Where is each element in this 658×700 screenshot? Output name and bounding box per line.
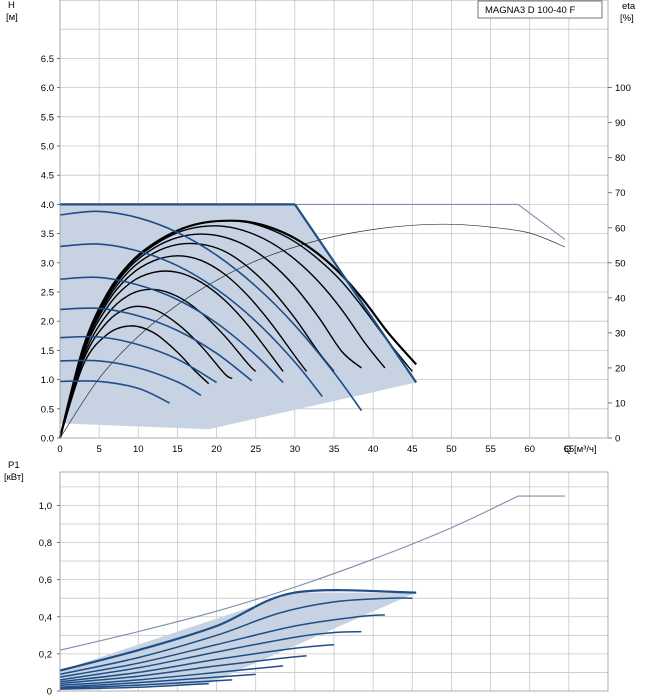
flow-tick-label: 35 <box>329 444 340 455</box>
efficiency-curve <box>59 288 257 439</box>
power-area <box>60 592 417 690</box>
efficiency-curve <box>59 255 308 439</box>
reference-power-curve <box>59 495 565 651</box>
flow-tick-label: 40 <box>368 444 379 455</box>
flow-axis-label: Q [м³/ч] <box>564 444 597 455</box>
flow-axis-ticks: 0 5 10 15 20 25 30 35 40 45 50 55 60 65 <box>57 444 574 455</box>
power-tick-label: 0,4 <box>39 612 52 623</box>
eta-tick-label: 60 <box>615 223 626 234</box>
head-curve <box>59 307 253 382</box>
flow-tick-label: 45 <box>407 444 418 455</box>
power-curve <box>59 682 209 690</box>
flow-tick-label: 60 <box>524 444 535 455</box>
flow-tick-label: 15 <box>172 444 183 455</box>
head-tick-label: 0.0 <box>41 434 54 445</box>
flow-tick-label: 5 <box>96 444 101 455</box>
efficiency-curve <box>59 305 233 439</box>
power-axis-label: P1 <box>8 460 20 471</box>
head-tick-label: 1.5 <box>41 346 54 357</box>
chart-title: MAGNA3 D 100-40 F <box>485 5 575 16</box>
power-tick-label: 0,8 <box>39 538 52 549</box>
power-curves <box>59 589 417 690</box>
power-curve <box>59 673 256 689</box>
head-curve <box>59 380 170 404</box>
head-tick-label: 6.5 <box>41 54 54 65</box>
reference-power-line <box>59 495 565 651</box>
head-tick-label: 0.5 <box>41 404 54 415</box>
power-curve <box>59 679 233 689</box>
head-curve <box>59 335 218 384</box>
eta-axis-ticks: 0 10 20 30 40 50 60 70 80 90 100 <box>608 83 631 445</box>
power-area-fill <box>60 592 417 690</box>
power-curve <box>59 614 385 678</box>
flow-tick-label: 0 <box>57 444 62 455</box>
power-curve <box>59 597 413 676</box>
title-box <box>477 0 603 19</box>
efficiency-curve <box>59 233 362 439</box>
power-plot-frame <box>59 471 609 692</box>
eta-tick-label: 100 <box>615 83 631 94</box>
head-axis-unit: [м] <box>6 12 18 23</box>
head-curves <box>59 203 418 412</box>
efficiency-curve <box>59 220 413 439</box>
flow-tick-label: 10 <box>133 444 144 455</box>
eta-tick-label: 0 <box>615 434 620 445</box>
power-curve <box>59 589 417 672</box>
power-curve <box>59 630 362 681</box>
head-tick-label: 5.5 <box>41 112 54 123</box>
eta-tick-label: 30 <box>615 328 626 339</box>
head-curve <box>59 276 284 384</box>
power-tick-label: 0,2 <box>39 649 52 660</box>
flow-tick-label: 50 <box>446 444 457 455</box>
power-tick-label: 0 <box>47 687 52 698</box>
power-axis-ticks: 0 0,2 0,4 0,6 0,8 1,0 <box>39 501 60 698</box>
eta-tick-label: 90 <box>615 118 626 129</box>
max-head-curve <box>293 203 418 384</box>
eta-tick-label: 50 <box>615 258 626 269</box>
power-curve <box>59 654 307 685</box>
head-curve <box>59 359 202 397</box>
flow-tick-label: 25 <box>250 444 261 455</box>
head-plot-frame <box>59 0 609 439</box>
power-tick-label: 0,6 <box>39 575 52 586</box>
head-axis-ticks: 0.0 0.5 1.0 1.5 2.0 2.5 3.0 3.5 4.0 4.5 5.0 5.5 6.0 6… <box>41 54 60 445</box>
eta-tick-label: 70 <box>615 188 626 199</box>
flow-tick-label: 65 <box>564 444 575 455</box>
eta-tick-label: 10 <box>615 398 626 409</box>
head-tick-label: 2.0 <box>41 317 54 328</box>
head-tick-label: 3.0 <box>41 258 54 269</box>
head-tick-label: 3.5 <box>41 229 54 240</box>
head-tick-label: 1.0 <box>41 375 54 386</box>
eta-axis-label: eta <box>622 1 636 12</box>
power-curve <box>59 643 335 683</box>
head-tick-label: 4.0 <box>41 200 54 211</box>
flow-tick-label: 20 <box>211 444 222 455</box>
flow-tick-label: 30 <box>290 444 301 455</box>
eta-axis-unit: [%] <box>620 13 634 24</box>
eta-tick-label: 40 <box>615 293 626 304</box>
head-curve <box>59 243 323 398</box>
power-axis-unit: [кВт] <box>4 472 24 483</box>
eta-tick-label: 20 <box>615 363 626 374</box>
head-efficiency-chart: 0.0 0.5 1.0 1.5 2.0 2.5 3.0 3.5 4.0 4.5 5.0 5.5 6.0 6… <box>6 0 636 455</box>
head-tick-label: 4.5 <box>41 171 54 182</box>
head-axis-label: H <box>8 0 15 11</box>
flow-tick-label: 55 <box>485 444 496 455</box>
efficiency-curve <box>59 270 284 439</box>
head-tick-label: 5.0 <box>41 142 54 153</box>
power-chart: 0 0,2 0,4 0,6 0,8 1,0 P1 [кВт] <box>4 460 609 698</box>
power-curve <box>59 665 284 687</box>
head-curve <box>59 210 363 412</box>
efficiency-curve <box>59 225 386 439</box>
head-tick-label: 2.5 <box>41 288 54 299</box>
reference-eta-curve <box>59 223 566 439</box>
eta-tick-label: 80 <box>615 153 626 164</box>
head-tick-label: 6.0 <box>41 83 54 94</box>
power-tick-label: 1,0 <box>39 501 52 512</box>
